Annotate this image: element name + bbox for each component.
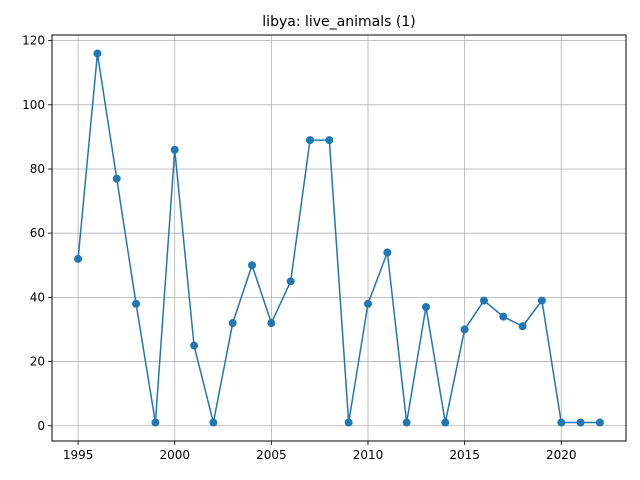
chart-title: libya: live_animals (1) (262, 14, 415, 30)
data-point (383, 248, 392, 257)
data-point (74, 254, 83, 263)
x-tick-label: 2000 (159, 448, 190, 462)
data-point (170, 145, 179, 154)
data-point (363, 299, 372, 308)
y-tick-label: 120 (22, 34, 45, 48)
data-point (402, 418, 411, 427)
y-tick-label: 20 (30, 355, 45, 369)
data-point (190, 341, 199, 350)
plot-frame (51, 34, 627, 442)
ticks: 1995 2000 2005 2010 2015 2020 0 20 40 60 80 100 120 (22, 34, 576, 462)
x-tick-label: 2010 (353, 448, 384, 462)
data-point (518, 322, 527, 331)
data-point (248, 261, 257, 270)
grid (52, 35, 626, 441)
x-tick-label: 2015 (449, 448, 480, 462)
data-point (537, 296, 546, 305)
data-point (344, 418, 353, 427)
data-point (499, 312, 508, 321)
data-point (132, 299, 141, 308)
y-tick-label: 0 (37, 419, 45, 433)
data-point (228, 319, 237, 328)
y-tick-label: 100 (22, 98, 45, 112)
data-point (209, 418, 218, 427)
x-tick-label: 2005 (256, 448, 287, 462)
x-tick-label: 2020 (546, 448, 577, 462)
data-point (151, 418, 160, 427)
data-point (325, 136, 334, 145)
y-tick-label: 40 (30, 290, 45, 304)
y-tick-label: 80 (30, 162, 45, 176)
data-point (267, 319, 276, 328)
x-tick-label: 1995 (63, 448, 94, 462)
y-tick-label: 60 (30, 226, 45, 240)
data-point (441, 418, 450, 427)
data-point (286, 277, 295, 286)
series-line (77, 52, 600, 424)
series-layer (74, 49, 604, 427)
data-point (306, 136, 315, 145)
data-point (479, 296, 488, 305)
data-point (595, 418, 604, 427)
data-point (460, 325, 469, 334)
data-point (112, 174, 121, 183)
data-point (421, 303, 430, 312)
data-point (557, 418, 566, 427)
data-point (576, 418, 585, 427)
data-point (93, 49, 102, 58)
